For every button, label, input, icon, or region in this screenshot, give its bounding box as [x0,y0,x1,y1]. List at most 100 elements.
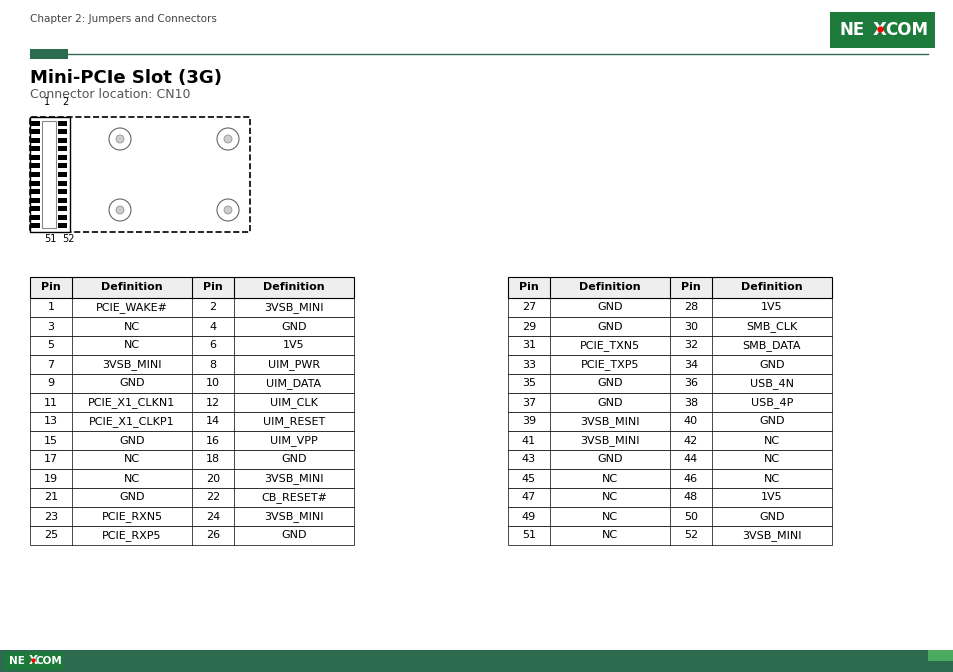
Text: 4: 4 [210,321,216,331]
Bar [30,155,40,160]
Text: Pin: Pin [41,282,61,292]
Text: 38: 38 [683,398,698,407]
Bar [58,138,67,143]
Text: 3VSB_MINI: 3VSB_MINI [579,435,639,446]
Text: GND: GND [597,398,622,407]
Text: UIM_PWR: UIM_PWR [268,359,319,370]
Text: 24: 24 [206,511,220,521]
Text: 44: 44 [683,454,698,464]
Bar [30,214,40,220]
Bar [507,277,831,298]
Text: 41: 41 [521,435,536,446]
Text: X: X [872,21,886,39]
Bar [507,336,831,355]
Bar [30,277,354,298]
Text: PCIE_X1_CLKP1: PCIE_X1_CLKP1 [89,416,174,427]
Text: NC: NC [601,493,618,503]
Text: CB_RESET#: CB_RESET# [261,492,327,503]
Text: UIM_DATA: UIM_DATA [266,378,321,389]
Text: GND: GND [597,321,622,331]
Text: Pin: Pin [518,282,538,292]
Bar [507,317,831,336]
Text: 43: 43 [521,454,536,464]
Bar [30,469,354,488]
Bar [30,298,354,317]
Bar [30,431,354,450]
Text: NE: NE [839,21,863,39]
Text: 31: 31 [521,341,536,351]
Bar [30,181,40,185]
Text: 18: 18 [206,454,220,464]
Bar [58,146,67,151]
Text: NC: NC [763,454,780,464]
Text: Chapter 2: Jumpers and Connectors: Chapter 2: Jumpers and Connectors [30,14,216,24]
Text: 30: 30 [683,321,698,331]
Text: 1V5: 1V5 [760,302,782,312]
Text: 5: 5 [48,341,54,351]
Text: UIM_RESET: UIM_RESET [263,416,325,427]
Text: NC: NC [601,511,618,521]
Bar [30,223,40,228]
Text: 13: 13 [44,417,58,427]
Bar [58,181,67,185]
Bar [30,146,40,151]
Text: GND: GND [281,530,307,540]
Text: Connector location: CN10: Connector location: CN10 [30,88,191,101]
Text: 1V5: 1V5 [760,493,782,503]
Bar [30,277,354,298]
Text: Pin: Pin [680,282,700,292]
Bar [507,507,831,526]
Text: Mini-PCIe Slot (3G): Mini-PCIe Slot (3G) [30,69,222,87]
Text: 51: 51 [44,234,56,244]
Bar [30,129,40,134]
Text: 29: 29 [521,321,536,331]
Bar [30,138,40,143]
Text: COM: COM [35,656,62,666]
Text: SMB_DATA: SMB_DATA [742,340,801,351]
Text: 39: 39 [521,417,536,427]
Text: 10: 10 [206,378,220,388]
Text: 3VSB_MINI: 3VSB_MINI [741,530,801,541]
Text: 14: 14 [206,417,220,427]
Text: 32: 32 [683,341,698,351]
Text: 22: 22 [206,493,220,503]
Text: NC: NC [601,474,618,483]
Text: 6: 6 [210,341,216,351]
Text: 52: 52 [62,234,74,244]
Text: 51: 51 [521,530,536,540]
Bar [0,650,953,672]
Text: 19: 19 [44,474,58,483]
Text: 7: 7 [48,360,54,370]
Bar [30,198,40,203]
Text: 1: 1 [44,97,51,107]
Text: 3: 3 [48,321,54,331]
Text: GND: GND [597,454,622,464]
Text: NC: NC [763,435,780,446]
Text: NC: NC [763,474,780,483]
Text: 17: 17 [44,454,58,464]
Text: GND: GND [759,511,784,521]
Text: 20: 20 [206,474,220,483]
Bar [507,355,831,374]
Bar [30,317,354,336]
Bar [58,129,67,134]
Bar [30,355,354,374]
Bar [30,163,40,169]
Text: 3VSB_MINI: 3VSB_MINI [264,302,323,313]
Text: 3VSB_MINI: 3VSB_MINI [264,473,323,484]
Text: 27: 27 [521,302,536,312]
Bar [58,172,67,177]
Circle shape [216,128,239,150]
Text: GND: GND [281,321,307,331]
Text: 47: 47 [521,493,536,503]
Text: 33: 33 [521,360,536,370]
Bar [58,155,67,160]
Text: GND: GND [759,360,784,370]
Text: PCIE_TXN5: PCIE_TXN5 [579,340,639,351]
Text: GND: GND [759,417,784,427]
Text: 45: 45 [521,474,536,483]
Text: GND: GND [281,454,307,464]
Text: UIM_VPP: UIM_VPP [270,435,317,446]
Text: GND: GND [597,302,622,312]
Text: 12: 12 [206,398,220,407]
